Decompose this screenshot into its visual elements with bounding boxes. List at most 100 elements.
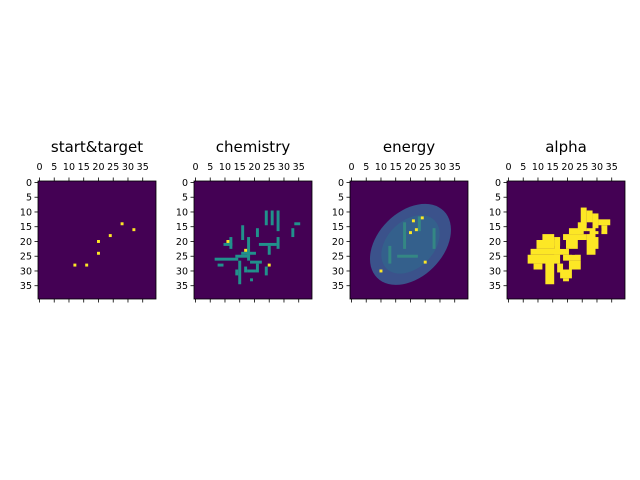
hot-cell (423, 260, 427, 264)
energy-streak (388, 245, 392, 264)
chemistry-segment (270, 210, 274, 226)
plot-area (194, 181, 312, 299)
panel-title: energy (383, 138, 435, 156)
energy-streak (417, 216, 421, 232)
alpha-cell-block (568, 228, 587, 235)
energy-streak (397, 254, 418, 258)
y-tick-label: 0 (495, 178, 501, 189)
y-tick-label: 5 (495, 193, 501, 204)
y-tick-label: 0 (26, 178, 32, 189)
alpha-cell-block (586, 210, 593, 223)
chemistry-segment (241, 251, 256, 255)
y-tick-label: 10 (489, 207, 501, 218)
y-tick-label: 15 (20, 222, 32, 233)
chemistry-segment (264, 210, 268, 226)
y-tick-label: 10 (176, 207, 188, 218)
energy-streak (403, 222, 407, 249)
alpha-cell-block (563, 278, 569, 282)
x-tick-label: 35 (449, 162, 461, 173)
chemistry-segment (241, 225, 245, 240)
x-tick-label: 10 (532, 162, 544, 173)
x-tick-label: 10 (63, 162, 75, 173)
x-tick-label: 30 (434, 162, 446, 173)
hot-cell (244, 248, 248, 252)
hot-cell (97, 240, 100, 243)
hot-cell (409, 231, 412, 235)
chemistry-segment (276, 210, 280, 232)
x-tick-label: 15 (547, 162, 559, 173)
chemistry-segment (238, 260, 242, 285)
y-tick-label: 35 (332, 281, 344, 292)
y-tick-label: 5 (182, 193, 188, 204)
y-tick-label: 25 (489, 252, 501, 263)
x-tick-label: 35 (137, 162, 149, 173)
panel-title: alpha (545, 138, 587, 156)
hot-cell (132, 228, 136, 232)
chemistry-segment (291, 228, 295, 238)
alpha-cell-block (554, 237, 561, 255)
x-tick-label: 25 (107, 162, 119, 173)
y-tick-label: 30 (20, 266, 32, 277)
x-tick-label: 10 (375, 162, 387, 173)
y-tick-label: 35 (20, 281, 32, 292)
energy-blob (369, 203, 451, 285)
hot-cell (420, 216, 424, 220)
y-tick-label: 20 (176, 237, 188, 248)
x-tick-label: 20 (248, 162, 260, 173)
y-tick-label: 25 (332, 252, 344, 263)
hot-cell (226, 240, 230, 243)
alpha-cell-block (530, 248, 569, 255)
chemistry-segment (229, 237, 233, 249)
chemistry-segment (250, 260, 262, 264)
x-tick-label: 15 (390, 162, 402, 173)
x-tick-label: 5 (207, 162, 213, 173)
panel-title: chemistry (216, 138, 291, 156)
alpha-cell-block (592, 237, 599, 249)
chemistry-segment (235, 269, 239, 276)
y-tick-label: 30 (332, 266, 344, 277)
chemistry-segment (223, 242, 233, 246)
alpha-hole (560, 245, 566, 249)
x-tick-label: 25 (263, 162, 275, 173)
x-tick-label: 35 (293, 162, 305, 173)
x-tick-label: 25 (419, 162, 431, 173)
chemistry-segment (217, 263, 224, 267)
chemistry-segment (235, 254, 251, 258)
alpha-cell-block (563, 254, 581, 261)
x-tick-label: 20 (404, 162, 416, 173)
energy-blob-core (381, 215, 440, 274)
x-tick-label: 30 (591, 162, 603, 173)
x-tick-label: 30 (122, 162, 134, 173)
chemistry-segment (258, 242, 277, 246)
alpha-cell-block (586, 228, 596, 255)
y-tick-label: 25 (176, 252, 188, 263)
energy-streak (432, 228, 436, 249)
x-tick-label: 5 (363, 162, 369, 173)
alpha-cell-block (563, 234, 587, 240)
panel-title: start&target (51, 138, 143, 156)
chemistry-segment (255, 263, 259, 273)
x-tick-label: 15 (234, 162, 246, 173)
alpha-hole (583, 231, 590, 235)
plot-area (38, 181, 156, 299)
chemistry-segment (214, 257, 239, 261)
axes-frame (193, 180, 313, 300)
plot-area (350, 181, 468, 299)
alpha-cell-block (566, 240, 578, 249)
y-tick-label: 20 (20, 237, 32, 248)
y-tick-label: 10 (20, 207, 32, 218)
y-tick-label: 35 (176, 281, 188, 292)
chemistry-segment (247, 269, 256, 273)
chemistry-segment (247, 237, 251, 261)
alpha-cell-block (557, 263, 564, 273)
alpha-cell-block (568, 260, 581, 270)
hot-cell (108, 234, 112, 238)
chemistry-segment (264, 266, 268, 276)
hot-cell (120, 222, 124, 226)
y-tick-label: 5 (26, 193, 32, 204)
